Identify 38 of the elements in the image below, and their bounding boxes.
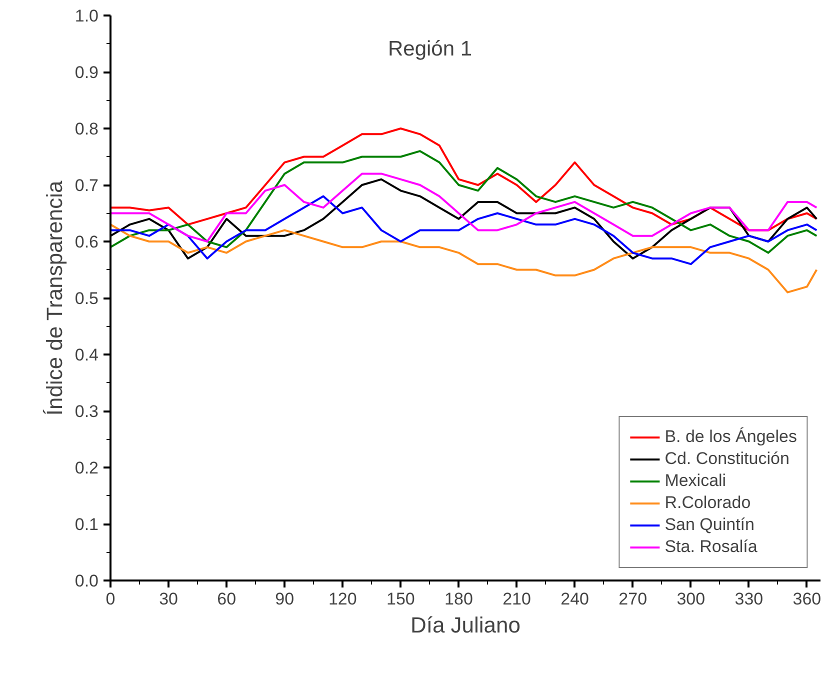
x-tick-label: 120 — [328, 590, 357, 608]
y-tick-label: 0.3 — [74, 402, 99, 421]
line-series — [110, 150, 818, 254]
y-tick-label: 0.6 — [74, 232, 99, 252]
x-tick-label: 60 — [217, 590, 236, 608]
x-tick-label: 360 — [792, 590, 822, 608]
legend-label: Sta. Rosalía — [664, 537, 758, 557]
line-series — [110, 128, 818, 232]
y-axis-title: Índice de Transparencia — [42, 180, 67, 416]
y-tick-label: 0.2 — [74, 458, 99, 478]
x-tick-label: 90 — [275, 590, 294, 608]
y-tick-label: 0.5 — [74, 289, 99, 308]
legend-label: Mexicali — [664, 471, 726, 491]
y-tick-label: 0.4 — [74, 346, 99, 364]
line-series — [110, 172, 818, 242]
x-tick-label: 210 — [502, 590, 531, 608]
x-axis-title: Día Juliano — [410, 612, 521, 638]
y-tick-label: 0.7 — [74, 176, 99, 195]
y-tick-label: 0.8 — [74, 120, 99, 138]
x-tick-label: 30 — [159, 590, 178, 608]
x-tick-label: 240 — [560, 590, 589, 608]
line-series — [110, 224, 818, 294]
y-tick-label: 0.0 — [74, 572, 99, 590]
x-tick-label: 180 — [444, 590, 473, 608]
y-tick-label: 0.9 — [74, 63, 99, 82]
y-tick-label: 1.0 — [74, 6, 99, 26]
x-tick-label: 270 — [618, 590, 648, 608]
x-tick-label: 150 — [386, 590, 415, 608]
legend-label: B. de los Ángeles — [664, 427, 797, 447]
x-tick-label: 300 — [676, 590, 706, 608]
x-tick-label: 330 — [734, 590, 764, 608]
text: Región 1 — [388, 38, 472, 60]
x-tick-label: 0 — [106, 590, 116, 608]
line-series — [110, 195, 818, 266]
legend-label: R.Colorado — [664, 493, 751, 513]
legend-label: Cd. Constitución — [664, 449, 790, 469]
y-tick-label: 0.1 — [74, 515, 99, 534]
legend-label: San Quintín — [664, 515, 754, 535]
